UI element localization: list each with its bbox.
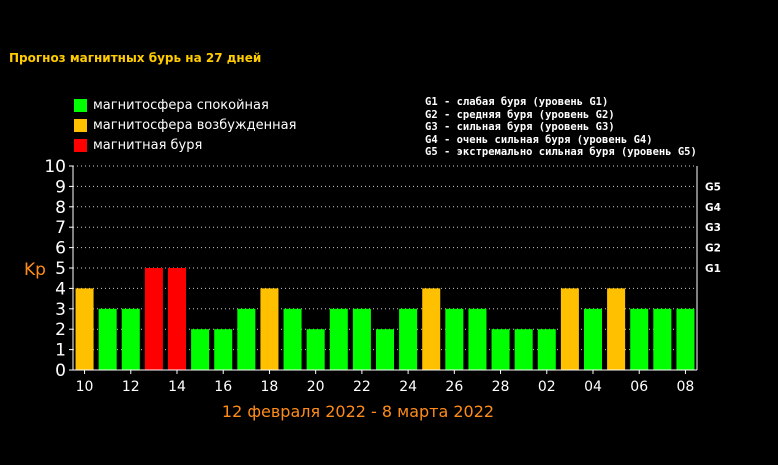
- y-tick-label: 5: [55, 259, 66, 279]
- x-tick-label: 24: [399, 379, 417, 395]
- legend-swatch-storm: [74, 138, 87, 152]
- x-tick-label: 04: [584, 379, 602, 395]
- bar: [237, 308, 256, 370]
- bar: [607, 288, 626, 370]
- storm-level-g2: G2 - средняя буря (уровень G2): [425, 108, 615, 121]
- legend-label-quiet: магнитосфера спокойная: [93, 97, 269, 113]
- bar: [537, 329, 556, 370]
- right-tick-label: G4: [705, 202, 721, 214]
- y-tick-label: 0: [55, 361, 66, 381]
- y-tick-label: 7: [55, 218, 66, 238]
- bar: [445, 308, 464, 370]
- bar: [121, 308, 140, 370]
- x-tick-label: 12: [122, 379, 140, 395]
- bar: [306, 329, 325, 370]
- bar: [560, 288, 579, 370]
- y-tick-label: 9: [55, 177, 66, 197]
- bar: [144, 268, 163, 370]
- x-tick-labels: 10 12 14 16 18 20 22 24 26 28 02 04 06 08: [76, 370, 695, 395]
- x-tick-label: 26: [445, 379, 463, 395]
- color-legend: магнитосфера спокойная магнитосфера возб…: [74, 95, 296, 155]
- bar: [676, 308, 695, 370]
- legend-item-excited: магнитосфера возбужденная: [74, 115, 296, 135]
- storm-level-g5: G5 - экстремально сильная буря (уровень …: [425, 146, 697, 158]
- x-tick-label: 02: [538, 379, 556, 395]
- bar: [329, 308, 348, 370]
- storm-level-g3: G3 - сильная буря (уровень G3): [425, 121, 615, 133]
- bar: [630, 308, 649, 370]
- y-tick-label: 4: [55, 279, 66, 299]
- y-axis-label: Kp: [24, 260, 46, 280]
- bar: [214, 329, 233, 370]
- right-tick-label: G1: [705, 263, 721, 275]
- right-tick-labels: G1 G2 G3 G4 G5: [705, 181, 721, 275]
- y-tick-label: 10: [44, 157, 66, 177]
- y-tick-label: 2: [55, 320, 66, 340]
- chart-title: Прогноз магнитных бурь на 27 дней: [9, 51, 262, 65]
- bar: [75, 288, 94, 370]
- x-tick-label: 08: [677, 379, 695, 395]
- bar: [98, 308, 117, 370]
- storm-levels-legend: G1 - слабая буря (уровень G1) G2 - средн…: [425, 96, 697, 159]
- bar: [399, 308, 418, 370]
- bar: [583, 308, 603, 370]
- right-tick-label: G3: [705, 222, 721, 234]
- x-tick-label: 18: [261, 379, 279, 395]
- bar: [352, 308, 371, 370]
- bar: [514, 329, 533, 370]
- x-tick-label: 16: [214, 379, 232, 395]
- bar: [260, 288, 279, 370]
- legend-item-storm: магнитная буря: [74, 135, 296, 155]
- x-axis-label: 12 февраля 2022 - 8 марта 2022: [222, 402, 494, 421]
- grid-lines: [73, 165, 697, 351]
- bar: [283, 308, 302, 370]
- bar: [468, 308, 487, 370]
- y-tick-label: 3: [55, 300, 66, 320]
- legend-swatch-excited: [74, 118, 87, 132]
- bars: [75, 268, 695, 370]
- bar: [422, 288, 441, 370]
- legend-label-storm: магнитная буря: [93, 137, 203, 153]
- x-tick-label: 14: [168, 379, 186, 395]
- right-tick-label: G2: [705, 243, 721, 255]
- bar: [191, 329, 210, 370]
- x-tick-label: 06: [630, 379, 648, 395]
- right-tick-label: G5: [705, 181, 721, 193]
- x-tick-label: 20: [307, 379, 325, 395]
- bar: [491, 329, 510, 370]
- x-tick-label: 28: [492, 379, 510, 395]
- legend-swatch-quiet: [74, 98, 87, 112]
- storm-level-g4: G4 - очень сильная буря (уровень G4): [425, 133, 653, 146]
- bar: [375, 329, 395, 370]
- bar: [653, 308, 672, 370]
- storm-level-g1: G1 - слабая буря (уровень G1): [425, 96, 609, 108]
- x-tick-label: 22: [353, 379, 371, 395]
- y-tick-label: 1: [55, 341, 66, 361]
- y-tick-label: 6: [55, 239, 66, 259]
- legend-label-excited: магнитосфера возбужденная: [93, 117, 297, 133]
- bar: [167, 268, 187, 370]
- y-tick-label: 8: [55, 198, 66, 218]
- x-tick-label: 10: [76, 379, 94, 395]
- legend-item-quiet: магнитосфера спокойная: [74, 95, 296, 115]
